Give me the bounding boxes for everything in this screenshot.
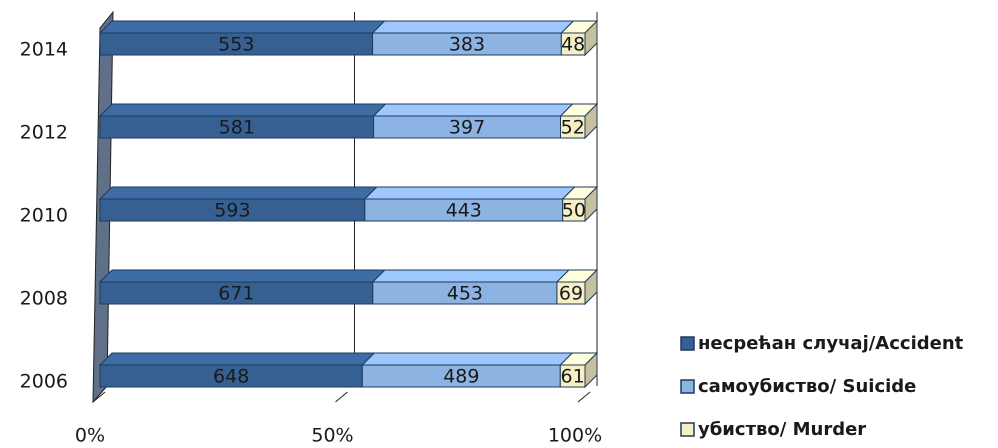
legend-label: несрећан случај/Accident bbox=[698, 333, 964, 354]
data-label: 50 bbox=[562, 200, 586, 222]
bar-top bbox=[98, 20, 386, 34]
legend-marker bbox=[680, 379, 695, 394]
bar-side bbox=[584, 268, 598, 306]
data-label: 443 bbox=[446, 200, 482, 222]
floor-tick bbox=[335, 391, 348, 403]
data-label: 489 bbox=[443, 366, 479, 388]
legend-label: убиство/ Murder bbox=[698, 419, 866, 440]
bar-side bbox=[584, 19, 598, 57]
bar-top bbox=[371, 269, 571, 283]
bar-top bbox=[371, 20, 575, 34]
legend-marker bbox=[680, 422, 695, 437]
bar-top bbox=[98, 269, 386, 283]
bar-top bbox=[361, 352, 574, 366]
data-label: 453 bbox=[447, 283, 483, 305]
data-label: 383 bbox=[449, 34, 485, 56]
x-tick-label: 50% bbox=[311, 425, 353, 447]
bar-top bbox=[98, 352, 376, 366]
y-tick-label: 2014 bbox=[20, 39, 68, 61]
bar-top bbox=[98, 186, 379, 200]
data-label: 61 bbox=[561, 366, 585, 388]
bar-top bbox=[98, 103, 387, 117]
y-tick-label: 2008 bbox=[20, 288, 68, 310]
x-tick-label: 100% bbox=[548, 425, 602, 447]
floor-tick bbox=[577, 391, 591, 403]
bar-side bbox=[584, 351, 598, 389]
data-label: 671 bbox=[218, 283, 254, 305]
x-tick-label: 0% bbox=[75, 425, 105, 447]
data-label: 69 bbox=[559, 283, 583, 305]
y-tick-label: 2006 bbox=[20, 371, 68, 393]
data-label: 397 bbox=[449, 117, 485, 139]
y-tick-label: 2010 bbox=[20, 205, 68, 227]
data-label: 48 bbox=[561, 34, 585, 56]
legend-label: самоубиство/ Suicide bbox=[698, 376, 916, 397]
data-label: 593 bbox=[214, 200, 250, 222]
bar-side bbox=[584, 185, 598, 223]
data-label: 52 bbox=[561, 117, 585, 139]
floor-tick bbox=[92, 391, 106, 403]
y-tick-label: 2012 bbox=[20, 122, 68, 144]
bar-top bbox=[372, 103, 574, 117]
legend-marker bbox=[680, 336, 695, 351]
bar-side bbox=[584, 102, 598, 140]
data-label: 581 bbox=[219, 117, 255, 139]
bar-top bbox=[363, 186, 576, 200]
data-label: 553 bbox=[218, 34, 254, 56]
data-label: 648 bbox=[213, 366, 249, 388]
